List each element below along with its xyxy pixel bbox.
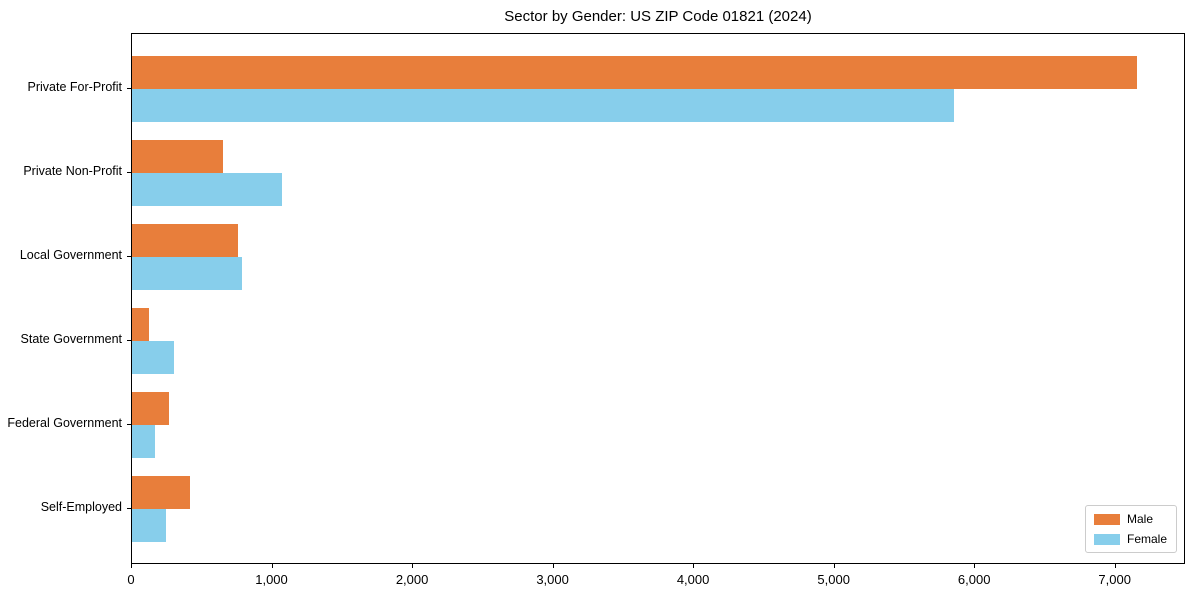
y-axis-tick — [127, 424, 131, 425]
y-axis-label-private-for-profit: Private For-Profit — [27, 80, 122, 94]
x-axis-tick-label: 1,000 — [255, 572, 288, 587]
bar-male-private-non-profit — [132, 140, 224, 173]
x-axis-tick — [552, 564, 554, 568]
bar-female-private-for-profit — [132, 89, 955, 122]
legend: Male Female — [1084, 505, 1177, 553]
legend-label-male: Male — [1126, 512, 1153, 526]
x-axis-tick — [412, 564, 414, 568]
x-axis-tick-label: 4,000 — [676, 572, 710, 587]
bar-male-self-employed — [132, 476, 191, 509]
legend-entry-male: Male — [1093, 512, 1167, 526]
x-axis-tick-label: 7,000 — [1098, 572, 1131, 587]
bar-female-state-government — [132, 341, 175, 374]
bar-male-local-government — [132, 224, 239, 257]
bar-female-private-non-profit — [132, 173, 283, 206]
legend-entry-female: Female — [1093, 532, 1167, 546]
x-axis-tick — [1114, 564, 1116, 568]
x-axis-tick-label: 0 — [127, 572, 135, 587]
y-axis-tick — [127, 88, 131, 89]
x-axis-tick — [693, 564, 695, 568]
y-axis-tick — [127, 340, 131, 341]
x-axis-tick-label: 2,000 — [395, 572, 429, 587]
bar-male-federal-government — [132, 392, 170, 425]
legend-swatch-male — [1093, 513, 1120, 525]
bar-male-private-for-profit — [132, 56, 1137, 89]
y-axis-label-state-government: State Government — [20, 332, 122, 346]
bar-female-federal-government — [132, 425, 156, 458]
chart-title: Sector by Gender: US ZIP Code 01821 (202… — [504, 8, 812, 25]
legend-label-female: Female — [1126, 532, 1167, 546]
y-axis-label-federal-government: Federal Government — [7, 416, 122, 430]
legend-swatch-female — [1093, 533, 1120, 545]
y-axis-tick — [127, 172, 131, 173]
x-axis-tick-label: 3,000 — [536, 572, 569, 587]
x-axis-tick — [974, 564, 976, 568]
y-axis-label-local-government: Local Government — [19, 248, 122, 262]
bar-female-self-employed — [132, 509, 166, 542]
x-axis-tick — [833, 564, 835, 568]
plot-area: Male Female — [131, 33, 1185, 564]
x-axis-tick-label: 6,000 — [957, 572, 991, 587]
y-axis-label-private-non-profit: Private Non-Profit — [23, 164, 122, 178]
y-axis-tick — [127, 256, 131, 257]
x-axis-tick-label: 5,000 — [817, 572, 850, 587]
bar-male-state-government — [132, 308, 149, 341]
x-axis-tick — [131, 564, 132, 568]
bar-female-local-government — [132, 257, 242, 290]
y-axis-label-self-employed: Self-Employed — [40, 500, 122, 514]
y-axis-tick — [127, 508, 131, 509]
x-axis-tick — [271, 564, 273, 568]
